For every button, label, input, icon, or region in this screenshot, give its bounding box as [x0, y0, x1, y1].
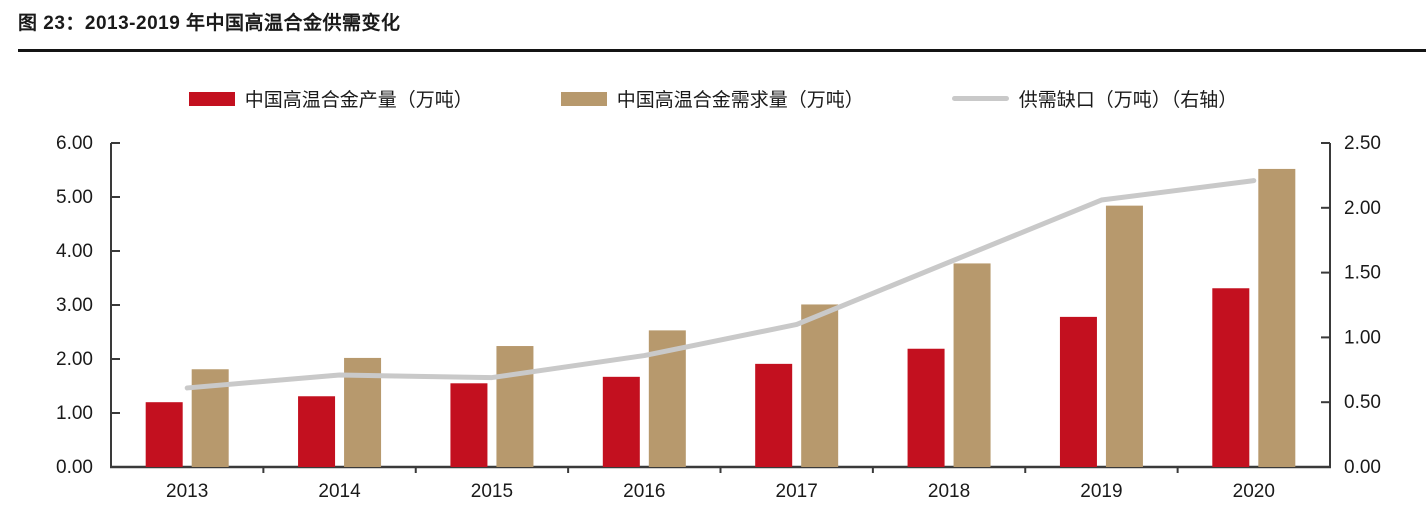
x-axis-category-label: 2016	[623, 481, 665, 502]
bar-production-2015	[450, 383, 488, 467]
bar-production-2014	[298, 396, 336, 467]
left-axis-tick-label: 2.00	[56, 349, 93, 370]
bar-demand-2018	[953, 263, 991, 467]
gap-line-series	[184, 178, 1257, 391]
legend-label: 供需缺口（万吨）（右轴）	[1018, 90, 1238, 111]
bar-demand-2019	[1105, 205, 1143, 467]
legend-label: 中国高温合金需求量（万吨）	[616, 90, 864, 111]
legend-label: 中国高温合金产量（万吨）	[244, 90, 473, 111]
bar-demand-2017	[801, 304, 839, 467]
left-axis-tick-label: 1.00	[56, 403, 93, 424]
right-axis-tick-label: 0.00	[1344, 457, 1381, 478]
legend-item-demand: 中国高温合金需求量（万吨）	[560, 85, 864, 112]
bar-production-2018	[907, 348, 945, 467]
figure-title: 图 23：2013-2019 年中国高温合金供需变化	[18, 13, 401, 34]
right-axis-tick-label: 1.00	[1344, 327, 1381, 348]
demand-swatch-icon	[560, 91, 607, 106]
right-axis-tick-label: 1.50	[1344, 263, 1381, 284]
x-axis-category-label: 2013	[166, 481, 208, 502]
bar-production-2020	[1212, 288, 1250, 467]
legend-item-production: 中国高温合金产量（万吨）	[188, 85, 473, 112]
bar-demand-2020	[1258, 168, 1296, 468]
right-axis-tick-label: 2.50	[1344, 133, 1381, 154]
x-axis-category-label: 2014	[318, 481, 361, 502]
bar-production-2013	[145, 402, 183, 467]
left-axis-tick-label: 3.00	[56, 295, 93, 316]
chart-plot-area: 0.00 1.00 2.00 3.00 4.00 5.00 6.00 0.00 0.50 1.00…	[56, 133, 1381, 502]
x-axis-category-label: 2019	[1080, 481, 1122, 502]
legend-item-gap: 供需缺口（万吨）（右轴）	[951, 85, 1238, 112]
left-axis-tick-label: 4.00	[56, 241, 93, 262]
title-divider	[18, 49, 1426, 52]
left-axis-tick-label: 0.00	[56, 457, 93, 478]
bar-production-2017	[755, 363, 793, 467]
gap-line-swatch-icon	[951, 96, 1009, 101]
left-axis-tick-label: 5.00	[56, 187, 93, 208]
right-axis-tick-label: 0.50	[1344, 392, 1381, 413]
x-axis-category-label: 2015	[471, 481, 513, 502]
x-axis-category-label: 2018	[928, 481, 970, 502]
right-axis-tick-label: 2.00	[1344, 198, 1381, 219]
x-axis-category-label: 2020	[1233, 481, 1275, 502]
production-swatch-icon	[188, 91, 235, 106]
bar-production-2019	[1059, 316, 1097, 467]
x-axis-category-label: 2017	[776, 481, 818, 502]
bar-demand-2015	[496, 346, 534, 467]
bar-production-2016	[602, 376, 640, 467]
left-axis-tick-label: 6.00	[56, 133, 93, 154]
chart-legend: 中国高温合金产量（万吨） 中国高温合金需求量（万吨） 供需缺口（万吨）（右轴）	[0, 85, 1426, 112]
